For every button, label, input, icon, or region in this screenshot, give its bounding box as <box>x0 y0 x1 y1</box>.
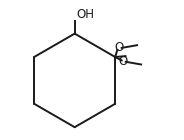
Text: OH: OH <box>76 8 94 21</box>
Text: O: O <box>119 55 128 68</box>
Text: O: O <box>115 41 124 54</box>
